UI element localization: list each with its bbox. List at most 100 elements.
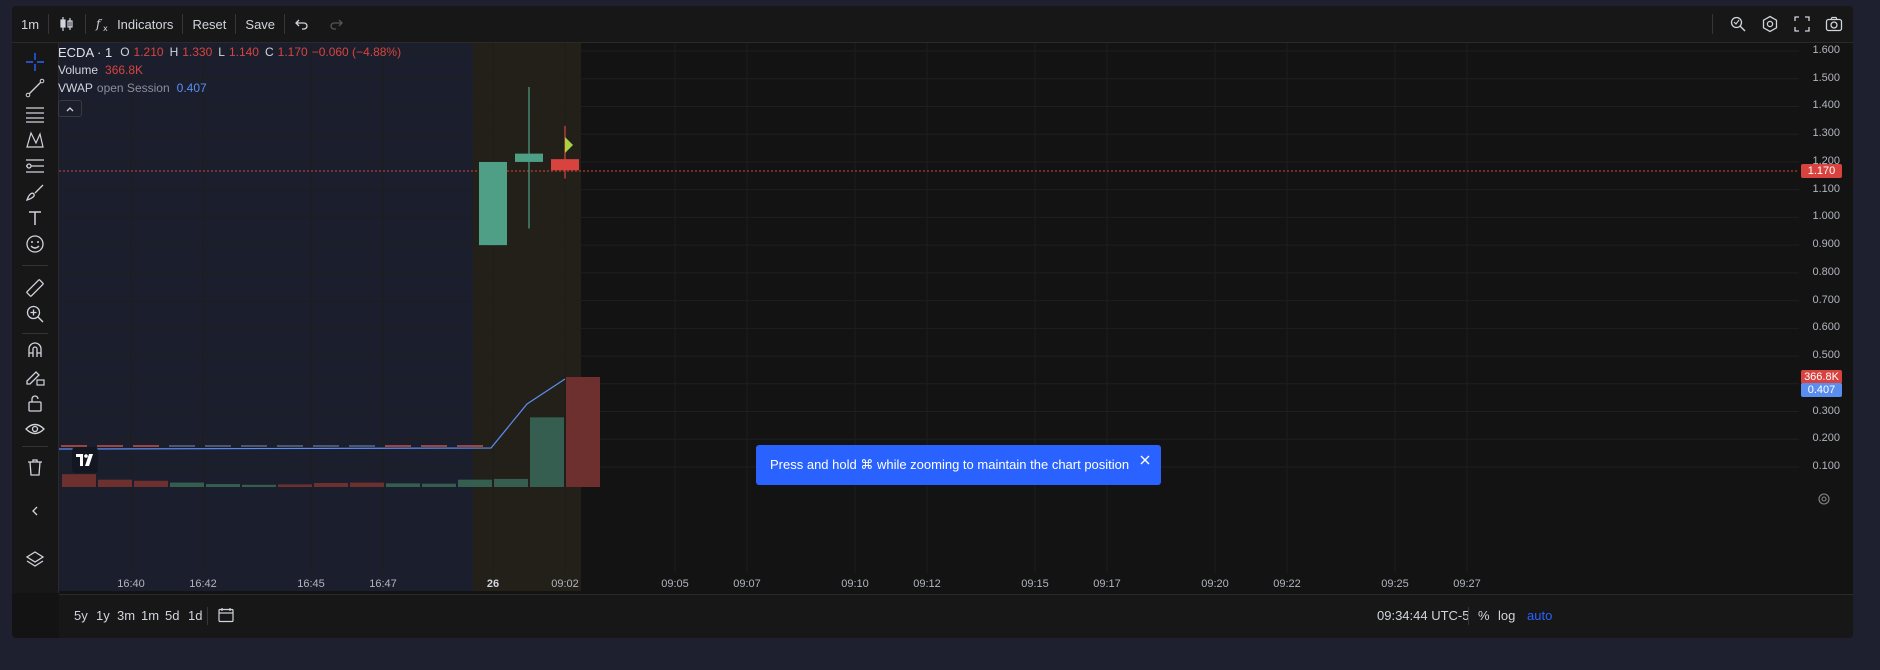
price-tick-label: 0.100 bbox=[1812, 460, 1840, 472]
range-5y[interactable]: 5y bbox=[74, 608, 88, 623]
low-value: 1.140 bbox=[228, 45, 259, 59]
candle-body bbox=[479, 161, 507, 246]
price-tick-label: 0.700 bbox=[1812, 293, 1840, 306]
clock[interactable]: 09:34:44 UTC-5 bbox=[1377, 608, 1470, 623]
time-tick-label: 09:10 bbox=[841, 578, 869, 590]
high-label: H bbox=[169, 45, 179, 59]
volume-row[interactable]: Volume 366.8K bbox=[58, 61, 401, 79]
undo-icon bbox=[294, 16, 310, 32]
range-1y[interactable]: 1y bbox=[96, 608, 110, 623]
chevron-up-icon bbox=[65, 105, 75, 113]
vwap-badge: 0.407 bbox=[1801, 383, 1842, 397]
chart-type-button[interactable] bbox=[49, 6, 85, 42]
lock-tool[interactable] bbox=[24, 392, 46, 414]
visibility-tool[interactable] bbox=[24, 418, 46, 440]
time-tick-label: 09:22 bbox=[1273, 578, 1301, 590]
price-axis[interactable]: 1.600 1.500 1.400 1.300 1.200 1.100 1.000 0.900… bbox=[1799, 43, 1853, 591]
volume-bars bbox=[62, 377, 600, 487]
emoji-tool[interactable] bbox=[24, 233, 46, 255]
volume-bar bbox=[566, 377, 600, 487]
price-tick-label: 0.600 bbox=[1812, 321, 1840, 334]
trend-line-tool[interactable] bbox=[24, 77, 46, 99]
log-scale-toggle[interactable]: log bbox=[1498, 608, 1516, 623]
redo-icon bbox=[328, 16, 344, 32]
chart-canvas[interactable] bbox=[59, 43, 1799, 591]
symbol-title[interactable]: ECDA · 1 bbox=[58, 44, 113, 60]
price-tick-label: 1.600 bbox=[1812, 44, 1840, 56]
remove-drawings-tool[interactable] bbox=[24, 456, 46, 478]
settings-icon[interactable] bbox=[1761, 15, 1779, 33]
price-tick-label: 0.800 bbox=[1812, 265, 1840, 278]
price-tick-label: 1.000 bbox=[1812, 210, 1840, 223]
close-icon[interactable] bbox=[1137, 452, 1153, 468]
buy-marker bbox=[565, 137, 573, 153]
volume-bar bbox=[134, 480, 168, 487]
save-button[interactable]: Save bbox=[236, 6, 284, 42]
vwap-params: open Session bbox=[96, 81, 170, 95]
interval-button[interactable]: 1m bbox=[12, 6, 48, 42]
close-value: 1.170 bbox=[277, 45, 308, 59]
volume-label: Volume bbox=[58, 63, 99, 77]
reset-label: Reset bbox=[192, 16, 227, 32]
auto-scale-toggle[interactable]: auto bbox=[1527, 608, 1553, 623]
ohlc-row: ECDA · 1 O 1.210 H 1.330 L 1.140 C 1.170 −0.… bbox=[58, 43, 401, 61]
price-tick-label: 1.300 bbox=[1812, 127, 1840, 140]
lock-drawing-tool[interactable] bbox=[24, 366, 46, 388]
object-tree-button[interactable] bbox=[24, 549, 46, 571]
redo-button[interactable] bbox=[319, 6, 353, 42]
time-tick-label: 26 bbox=[487, 578, 499, 590]
time-axis-settings-icon[interactable] bbox=[1817, 492, 1831, 506]
ruler-tool[interactable] bbox=[24, 277, 46, 299]
time-axis[interactable]: 16:40 16:42 16:45 16:47 26 09:02 09:05 09:07 09:… bbox=[59, 572, 1799, 594]
magnet-tool[interactable] bbox=[24, 339, 46, 361]
open-value: 1.210 bbox=[133, 45, 164, 59]
text-tool[interactable] bbox=[24, 207, 46, 229]
range-5d[interactable]: 5d bbox=[165, 608, 180, 623]
reset-button[interactable]: Reset bbox=[183, 6, 235, 42]
high-value: 1.330 bbox=[182, 45, 213, 59]
volume-bar bbox=[98, 479, 132, 487]
close-label: C bbox=[264, 45, 274, 59]
smiley-icon bbox=[25, 234, 45, 254]
brush-icon bbox=[25, 182, 45, 202]
goto-date-button[interactable] bbox=[217, 606, 235, 624]
prediction-tool[interactable] bbox=[24, 155, 46, 177]
camera-icon[interactable] bbox=[1825, 15, 1843, 33]
volume-bar bbox=[62, 474, 96, 487]
volume-bar bbox=[278, 484, 312, 487]
price-tick-label: 0.200 bbox=[1812, 432, 1840, 445]
vwap-row[interactable]: VWAP open Session 0.407 bbox=[58, 79, 401, 97]
magnet-icon bbox=[25, 340, 45, 360]
time-tick-label: 16:42 bbox=[189, 578, 217, 590]
fullscreen-icon[interactable] bbox=[1793, 15, 1811, 33]
undo-button[interactable] bbox=[285, 6, 319, 42]
save-label: Save bbox=[245, 16, 276, 32]
bottom-toolbar: 5y 1y 3m 1m 5d 1d 09:34:44 UTC-5 % log a… bbox=[59, 594, 1853, 638]
brush-tool[interactable] bbox=[24, 181, 46, 203]
zoom-tool[interactable] bbox=[24, 303, 46, 325]
price-tick-label: 0.500 bbox=[1812, 349, 1840, 362]
open-label: O bbox=[120, 45, 130, 59]
percent-scale-toggle[interactable]: % bbox=[1478, 608, 1490, 623]
candle-body bbox=[515, 153, 543, 162]
pattern-tool[interactable] bbox=[24, 129, 46, 151]
crosshair-tool[interactable] bbox=[24, 51, 46, 73]
collapse-toolbar-button[interactable] bbox=[24, 500, 46, 522]
range-3m[interactable]: 3m bbox=[117, 608, 136, 623]
time-tick-label: 09:17 bbox=[1093, 578, 1121, 590]
price-tick-label: 1.400 bbox=[1812, 99, 1840, 112]
volume-bar bbox=[494, 478, 528, 487]
text-icon bbox=[25, 208, 45, 228]
tradingview-logo[interactable] bbox=[72, 447, 98, 473]
drawing-toolbar bbox=[12, 43, 59, 593]
legend-collapse-button[interactable] bbox=[58, 100, 82, 117]
sell-marker bbox=[561, 159, 567, 169]
range-1d[interactable]: 1d bbox=[188, 608, 203, 623]
fib-tool[interactable] bbox=[24, 103, 46, 125]
volume-badge: 366.8K bbox=[1801, 370, 1842, 384]
price-tick-label: 0.300 bbox=[1812, 404, 1840, 417]
range-1m[interactable]: 1m bbox=[141, 608, 160, 623]
quick-search-icon[interactable] bbox=[1729, 15, 1747, 33]
volume-bar bbox=[386, 483, 420, 487]
